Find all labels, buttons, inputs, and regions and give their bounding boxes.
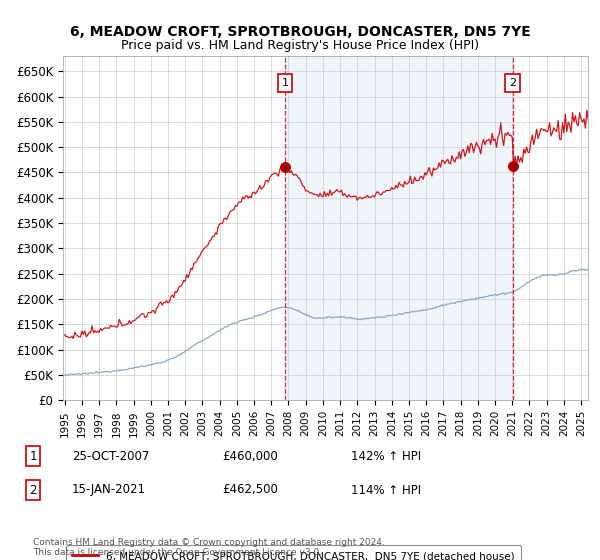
- Text: £460,000: £460,000: [222, 450, 278, 463]
- Text: 6, MEADOW CROFT, SPROTBROUGH, DONCASTER, DN5 7YE: 6, MEADOW CROFT, SPROTBROUGH, DONCASTER,…: [70, 25, 530, 39]
- Text: 114% ↑ HPI: 114% ↑ HPI: [351, 483, 421, 497]
- Text: 1: 1: [29, 450, 37, 463]
- Legend: 6, MEADOW CROFT, SPROTBROUGH, DONCASTER,  DN5 7YE (detached house), HPI: Average: 6, MEADOW CROFT, SPROTBROUGH, DONCASTER,…: [65, 545, 521, 560]
- Text: Contains HM Land Registry data © Crown copyright and database right 2024.
This d: Contains HM Land Registry data © Crown c…: [33, 538, 385, 557]
- Text: 1: 1: [281, 78, 289, 88]
- Text: 142% ↑ HPI: 142% ↑ HPI: [351, 450, 421, 463]
- Text: 2: 2: [29, 483, 37, 497]
- Text: 2: 2: [509, 78, 517, 88]
- Text: £462,500: £462,500: [222, 483, 278, 497]
- Bar: [285, 56, 513, 400]
- Text: Price paid vs. HM Land Registry's House Price Index (HPI): Price paid vs. HM Land Registry's House …: [121, 39, 479, 52]
- Text: 15-JAN-2021: 15-JAN-2021: [72, 483, 146, 497]
- Text: 25-OCT-2007: 25-OCT-2007: [72, 450, 149, 463]
